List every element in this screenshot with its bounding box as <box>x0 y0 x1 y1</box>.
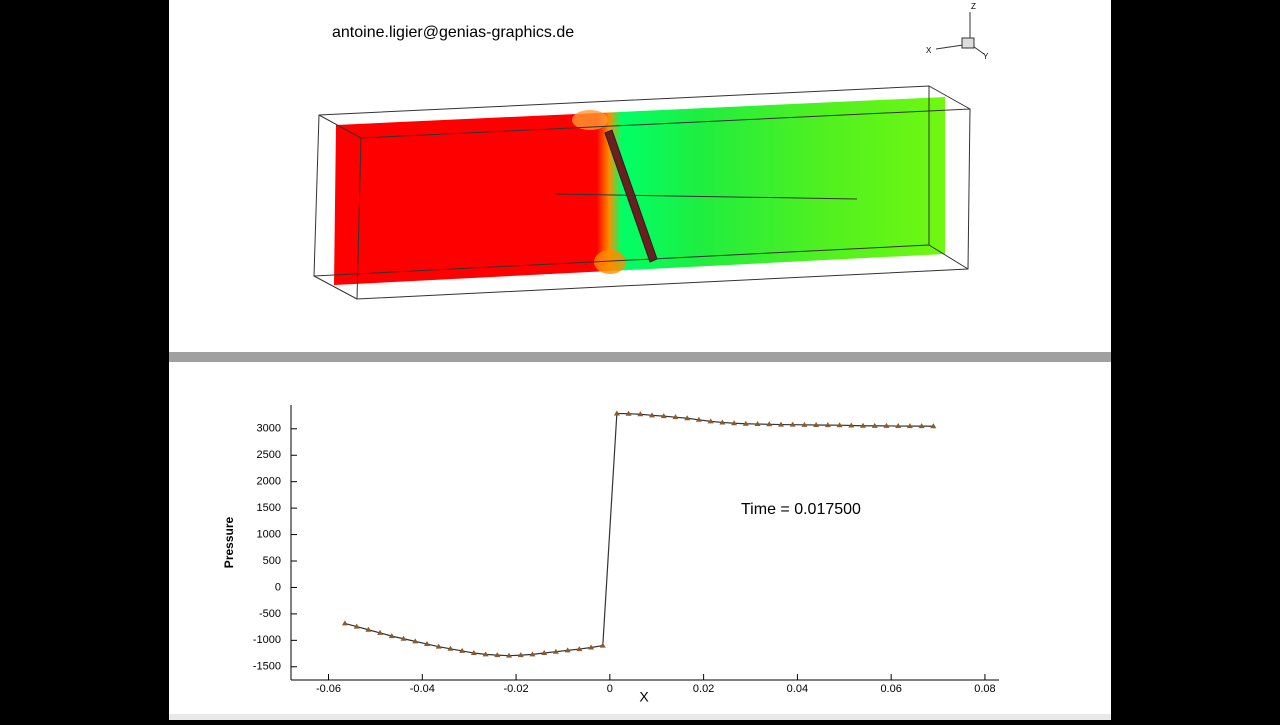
marker <box>860 422 867 428</box>
y-tick-label: 2500 <box>257 449 281 461</box>
y-tick-label: -500 <box>259 608 281 620</box>
marker <box>552 648 559 654</box>
y-tick-label: 0 <box>275 581 281 593</box>
marker <box>482 651 489 657</box>
marker <box>341 620 348 626</box>
y-tick-label: 1500 <box>257 502 281 514</box>
marker <box>494 652 501 658</box>
marker <box>625 410 632 416</box>
y-tick-label: 1000 <box>257 528 281 540</box>
triad-label: Y <box>983 52 989 61</box>
marker <box>400 635 407 641</box>
triad-label: X <box>926 46 932 55</box>
y-tick-label: -1000 <box>253 634 281 646</box>
marker <box>435 643 442 649</box>
marker <box>517 652 524 658</box>
marker <box>906 423 913 429</box>
marker <box>801 421 808 427</box>
marker <box>918 423 925 429</box>
marker <box>813 421 820 427</box>
marker <box>672 414 679 420</box>
x-tick-label: -0.02 <box>504 683 529 695</box>
x-tick-label: 0.06 <box>880 683 901 695</box>
marker <box>660 413 667 419</box>
marker <box>649 412 656 418</box>
marker <box>684 415 691 421</box>
x-tick-label: 0.02 <box>693 683 714 695</box>
x-tick-label: -0.04 <box>410 683 435 695</box>
marker <box>599 642 606 648</box>
marker <box>576 646 583 652</box>
email: antoine.ligier@genias-graphics.de <box>332 24 574 41</box>
marker <box>637 411 644 417</box>
marker <box>766 421 773 427</box>
marker <box>871 422 878 428</box>
marker <box>707 418 714 424</box>
marker <box>447 645 454 651</box>
marker <box>836 422 843 428</box>
y-tick-label: -1500 <box>253 661 281 673</box>
marker <box>377 629 384 635</box>
y-axis-label: Pressure <box>222 516 236 568</box>
x-tick-label: 0.04 <box>787 683 808 695</box>
marker <box>895 423 902 429</box>
marker <box>731 420 738 426</box>
x-axis-label: X <box>639 689 649 705</box>
marker <box>930 423 937 429</box>
marker <box>470 650 477 656</box>
marker <box>353 623 360 629</box>
y-tick-label: 2000 <box>257 476 281 488</box>
x-tick-label: 0 <box>607 683 613 695</box>
marker <box>695 416 702 422</box>
scene-3d <box>313 85 971 300</box>
marker <box>423 641 430 647</box>
marker <box>789 421 796 427</box>
marker <box>742 420 749 426</box>
marker <box>719 419 726 425</box>
marker <box>588 644 595 650</box>
annotation: Time = 0.017500 <box>741 501 861 518</box>
marker <box>848 422 855 428</box>
marker <box>613 410 620 416</box>
marker <box>754 421 761 427</box>
axis-triad <box>935 12 985 55</box>
x-tick-label: -0.06 <box>316 683 341 695</box>
triad-label: Z <box>971 2 976 11</box>
divider <box>169 352 1111 362</box>
y-tick-label: 500 <box>263 555 281 567</box>
x-tick-label: 0.08 <box>974 683 995 695</box>
marker <box>412 638 419 644</box>
marker <box>506 652 513 658</box>
marker <box>388 633 395 639</box>
marker <box>564 647 571 653</box>
marker <box>777 421 784 427</box>
marker <box>459 647 466 653</box>
marker <box>541 650 548 656</box>
marker <box>824 422 831 428</box>
marker <box>529 651 536 657</box>
status-strip <box>169 714 1111 720</box>
marker <box>365 626 372 632</box>
y-tick-label: 3000 <box>257 423 281 435</box>
marker <box>883 422 890 428</box>
